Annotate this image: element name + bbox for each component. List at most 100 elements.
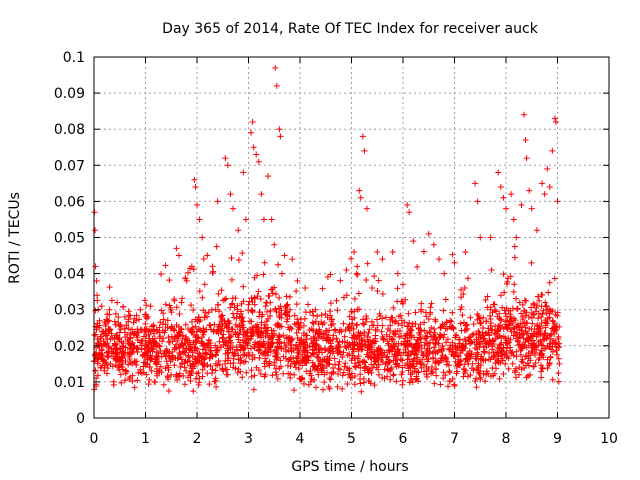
data-point — [275, 261, 282, 268]
data-point — [287, 306, 294, 313]
data-point — [370, 351, 377, 358]
data-point — [278, 345, 285, 352]
data-point — [324, 274, 331, 281]
data-point — [120, 304, 127, 311]
data-point — [444, 325, 451, 332]
data-point — [209, 366, 216, 373]
data-point — [224, 347, 231, 354]
data-point — [115, 319, 122, 326]
data-point — [426, 345, 433, 352]
data-point — [439, 342, 446, 349]
y-tick-label: 0.09 — [54, 86, 85, 102]
data-point — [362, 359, 369, 366]
data-point — [133, 361, 140, 368]
data-point — [175, 252, 182, 259]
data-point — [385, 325, 392, 332]
data-point — [281, 252, 288, 259]
data-point — [486, 350, 493, 357]
data-point — [113, 332, 120, 339]
data-point — [434, 358, 441, 365]
data-point — [145, 381, 152, 388]
data-point — [401, 341, 408, 348]
data-point — [229, 343, 236, 350]
data-point — [376, 310, 383, 317]
data-point — [437, 381, 444, 388]
data-point — [237, 355, 244, 362]
data-point — [365, 330, 372, 337]
data-point — [510, 324, 517, 331]
data-point — [546, 306, 553, 313]
data-point — [229, 310, 236, 317]
data-point — [448, 318, 455, 325]
data-point — [291, 387, 298, 394]
data-point — [98, 333, 105, 340]
data-point — [104, 370, 111, 377]
data-point — [232, 329, 239, 336]
data-point — [535, 356, 542, 363]
data-point — [379, 359, 386, 366]
data-point — [196, 216, 203, 223]
data-point — [439, 323, 446, 330]
data-point — [476, 315, 483, 322]
data-point — [375, 366, 382, 373]
data-point — [511, 281, 518, 288]
data-point — [288, 325, 295, 332]
data-point — [262, 355, 269, 362]
data-point — [125, 316, 132, 323]
data-point — [285, 324, 292, 331]
data-point — [394, 270, 401, 277]
data-point — [395, 320, 402, 327]
data-point — [281, 339, 288, 346]
data-point — [458, 286, 465, 293]
data-point — [510, 288, 517, 295]
data-point — [143, 331, 150, 338]
data-point — [126, 355, 133, 362]
data-point — [526, 371, 533, 378]
data-point — [408, 375, 415, 382]
data-point — [455, 362, 462, 369]
data-point — [287, 374, 294, 381]
data-point — [116, 329, 123, 336]
data-point — [146, 376, 153, 383]
data-point — [196, 318, 203, 325]
data-point — [254, 340, 261, 347]
data-point — [336, 358, 343, 365]
data-point — [494, 326, 501, 333]
data-point — [312, 318, 319, 325]
data-point — [440, 334, 447, 341]
data-point — [241, 332, 248, 339]
data-point — [443, 355, 450, 362]
data-point — [398, 317, 405, 324]
data-point — [266, 334, 273, 341]
data-point — [460, 319, 467, 326]
data-point — [389, 248, 396, 255]
data-point — [442, 371, 449, 378]
data-point — [268, 216, 275, 223]
data-point — [407, 326, 414, 333]
data-point — [449, 323, 456, 330]
data-point — [480, 370, 487, 377]
data-point — [192, 323, 199, 330]
data-point — [514, 305, 521, 312]
data-point — [266, 312, 273, 319]
data-point — [291, 359, 298, 366]
data-point — [129, 372, 136, 379]
data-point — [215, 358, 222, 365]
data-point — [370, 355, 377, 362]
data-point — [296, 324, 303, 331]
data-point — [210, 328, 217, 335]
data-point — [352, 373, 359, 380]
data-point — [156, 369, 163, 376]
data-point — [551, 327, 558, 334]
data-point — [451, 381, 458, 388]
data-point — [548, 346, 555, 353]
x-tick-label: 8 — [502, 431, 511, 447]
data-point — [251, 343, 258, 350]
data-point — [224, 354, 231, 361]
data-point — [394, 327, 401, 334]
data-point — [382, 314, 389, 321]
data-point — [492, 360, 499, 367]
data-point — [500, 370, 507, 377]
data-point — [301, 339, 308, 346]
data-point — [317, 363, 324, 370]
